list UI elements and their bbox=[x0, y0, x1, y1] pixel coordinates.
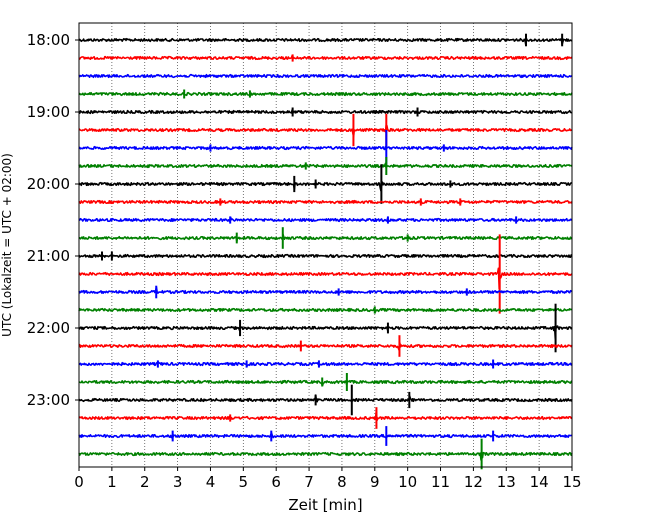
trace-22:45 bbox=[79, 373, 573, 391]
trace-line bbox=[78, 253, 573, 259]
plot-area bbox=[78, 22, 573, 470]
trace-23:30 bbox=[78, 426, 573, 446]
trace-line bbox=[78, 145, 573, 151]
trace-21:15 bbox=[78, 234, 573, 314]
trace-line bbox=[78, 307, 573, 314]
trace-line bbox=[78, 286, 573, 295]
axes-frame bbox=[78, 22, 573, 468]
trace-line bbox=[78, 162, 573, 170]
grid-lines bbox=[111, 23, 540, 467]
x-tick-label: 0 bbox=[74, 473, 84, 491]
trace-20:45 bbox=[78, 227, 573, 249]
y-tick-label: 19:00 bbox=[27, 103, 70, 121]
trace-18:45 bbox=[78, 89, 573, 99]
trace-18:00 bbox=[78, 33, 573, 47]
x-tick-label: 4 bbox=[206, 473, 216, 491]
trace-line bbox=[78, 394, 573, 403]
trace-line bbox=[78, 325, 573, 340]
trace-line bbox=[78, 181, 573, 192]
trace-20:00 bbox=[78, 164, 573, 204]
trace-20:15 bbox=[78, 198, 573, 206]
trace-line bbox=[78, 361, 573, 367]
trace-18:30 bbox=[78, 73, 573, 79]
x-tick-label: 9 bbox=[370, 473, 380, 491]
trace-line bbox=[78, 216, 573, 223]
y-axis-label: UTC (Lokalzeit = UTC + 02:00) bbox=[0, 153, 14, 337]
trace-23:45 bbox=[78, 438, 573, 470]
trace-19:45 bbox=[78, 157, 573, 175]
trace-line bbox=[78, 109, 573, 115]
x-tick-label: 13 bbox=[497, 473, 516, 491]
y-axis-ticks: 18:00 19:00 20:00 21:00 22:00 23:00 bbox=[27, 31, 79, 409]
trace-line bbox=[78, 410, 573, 422]
trace-line bbox=[78, 233, 573, 243]
trace-line bbox=[79, 379, 573, 387]
trace-line bbox=[78, 199, 573, 205]
x-tick-label: 12 bbox=[464, 473, 483, 491]
traces bbox=[78, 33, 573, 470]
y-tick-label: 21:00 bbox=[27, 247, 70, 265]
y-tick-label: 20:00 bbox=[27, 175, 70, 193]
trace-line bbox=[78, 124, 573, 138]
trace-line bbox=[78, 342, 573, 351]
x-axis-ticks: 0 1 2 3 4 5 6 7 8 9 10 11 12 13 14 15 bbox=[74, 467, 582, 491]
trace-line bbox=[78, 54, 573, 61]
y-tick-label: 22:00 bbox=[27, 319, 70, 337]
x-tick-label: 10 bbox=[398, 473, 417, 491]
x-tick-label: 8 bbox=[337, 473, 347, 491]
x-tick-label: 3 bbox=[173, 473, 183, 491]
trace-20:30 bbox=[78, 216, 573, 224]
trace-line bbox=[78, 432, 573, 439]
trace-line bbox=[78, 267, 573, 290]
trace-line bbox=[78, 37, 573, 46]
trace-23:00 bbox=[78, 384, 573, 416]
trace-21:45 bbox=[78, 306, 573, 314]
x-tick-label: 11 bbox=[431, 473, 450, 491]
trace-18:15 bbox=[78, 54, 573, 62]
trace-21:30 bbox=[78, 285, 573, 299]
x-axis-label: Zeit [min] bbox=[288, 496, 362, 514]
trace-22:15 bbox=[78, 335, 573, 357]
x-tick-label: 14 bbox=[530, 473, 549, 491]
x-tick-label: 15 bbox=[562, 473, 581, 491]
x-tick-label: 7 bbox=[304, 473, 314, 491]
x-tick-label: 1 bbox=[107, 473, 117, 491]
y-tick-label: 23:00 bbox=[27, 391, 70, 409]
trace-22:00 bbox=[78, 303, 573, 353]
y-tick-label: 18:00 bbox=[27, 31, 70, 49]
x-tick-label: 6 bbox=[271, 473, 281, 491]
trace-22:30 bbox=[78, 359, 573, 369]
trace-line bbox=[78, 91, 573, 97]
trace-line bbox=[78, 73, 573, 79]
x-tick-label: 5 bbox=[239, 473, 249, 491]
x-tick-label: 2 bbox=[140, 473, 150, 491]
trace-23:15 bbox=[78, 407, 573, 429]
trace-21:00 bbox=[78, 251, 573, 261]
trace-19:00 bbox=[78, 107, 573, 117]
trace-line bbox=[78, 451, 573, 461]
